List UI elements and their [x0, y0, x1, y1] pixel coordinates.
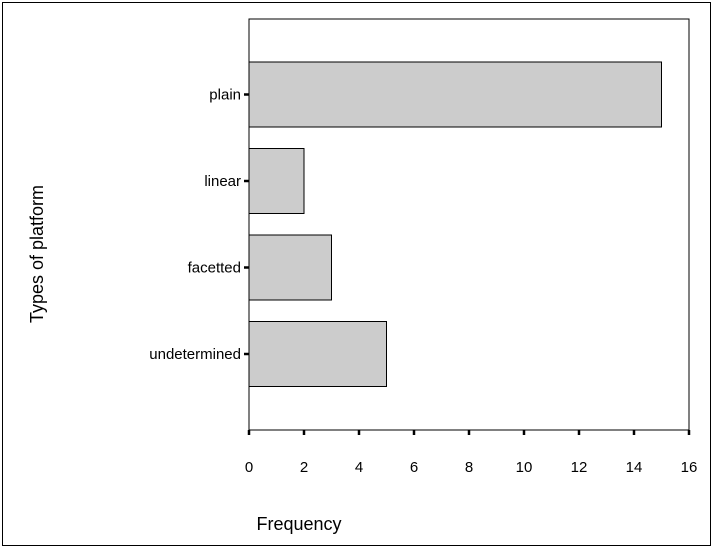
bar-linear [248, 148, 305, 214]
bar-plain [248, 61, 662, 128]
x-tick-label: 8 [465, 459, 473, 476]
y-tick-label: facetted [188, 260, 241, 277]
x-axis-ticks: 0 2 4 6 8 10 12 14 16 [245, 430, 698, 476]
x-tick-label: 0 [245, 459, 253, 476]
y-axis-ticks: plain linear facetted undetermined [149, 87, 249, 363]
x-tick-label: 12 [571, 459, 588, 476]
x-tick-label: 10 [516, 459, 533, 476]
x-tick-label: 6 [410, 459, 418, 476]
x-axis-title: Frequency [256, 514, 341, 534]
y-tick-label: undetermined [149, 346, 241, 363]
x-tick-label: 16 [681, 459, 698, 476]
bar-undetermined [248, 321, 387, 387]
y-tick-label: linear [204, 173, 241, 190]
bars [248, 61, 662, 387]
x-tick-label: 2 [300, 459, 308, 476]
x-tick-label: 14 [626, 459, 643, 476]
y-axis-title: Types of platform [27, 185, 47, 323]
y-tick-label: plain [209, 87, 241, 104]
bar-facetted [248, 234, 332, 301]
x-tick-label: 4 [355, 459, 363, 476]
